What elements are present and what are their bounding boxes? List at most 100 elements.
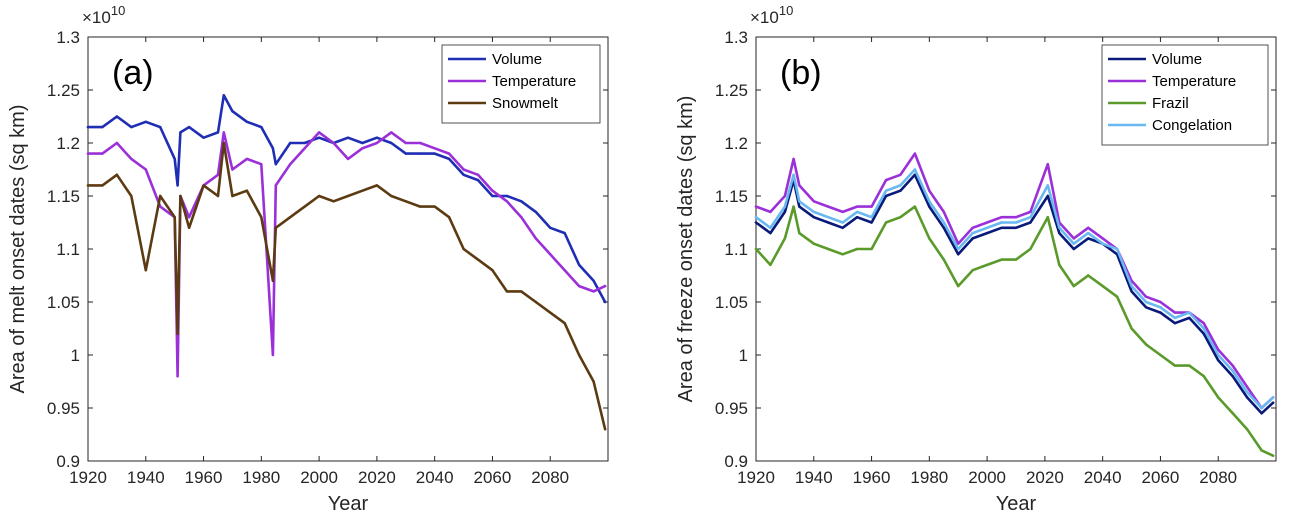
data-point: [1000, 258, 1003, 261]
data-point: [1046, 194, 1049, 198]
data-point: [245, 157, 249, 161]
y-multiplier: ×1010: [82, 3, 125, 27]
data-point: [317, 136, 321, 139]
data-point: [1144, 295, 1148, 298]
data-point: [798, 231, 801, 235]
data-point: [563, 231, 566, 235]
y-tick-label: 1: [71, 346, 80, 365]
data-point: [447, 152, 451, 155]
data-point: [1271, 454, 1275, 457]
data-point: [274, 226, 277, 229]
series-snowmelt: [86, 141, 607, 431]
data-point: [346, 194, 350, 198]
data-point: [971, 237, 974, 240]
data-point: [928, 200, 931, 203]
data-point: [1029, 216, 1032, 219]
data-point: [361, 147, 364, 150]
data-point: [1144, 343, 1148, 346]
series-line-congelation: [754, 168, 1275, 410]
legend: Volume Temperature Snowmelt: [441, 44, 601, 124]
x-tick-label: 1940: [795, 468, 833, 487]
y-tick-label: 1.3: [56, 28, 80, 47]
data-point: [592, 290, 595, 293]
y-tick-label: 1.2: [724, 134, 748, 153]
data-point: [1087, 237, 1090, 240]
data-point: [985, 221, 989, 224]
data-point: [1217, 359, 1220, 362]
data-point: [1144, 306, 1148, 309]
data-point: [792, 157, 795, 161]
data-point: [101, 184, 104, 187]
data-point: [404, 141, 407, 145]
data-point: [419, 141, 422, 145]
data-point: [899, 189, 902, 192]
data-point: [1014, 226, 1018, 229]
data-point: [855, 205, 859, 208]
data-point: [1231, 364, 1234, 367]
data-point: [1144, 300, 1148, 304]
data-point: [303, 147, 306, 150]
legend-label: Snowmelt: [492, 95, 559, 112]
data-point: [144, 120, 147, 124]
y-tick-label: 1: [739, 346, 748, 365]
legend-box: [1101, 44, 1269, 146]
data-point: [592, 279, 595, 282]
data-point: [179, 131, 182, 134]
data-point: [1087, 231, 1090, 235]
x-tick-label: 1960: [185, 468, 223, 487]
data-point: [1173, 364, 1177, 367]
y-tick-label: 1.15: [47, 187, 80, 206]
x-tick-label: 2000: [968, 468, 1006, 487]
legend-label: Temperature: [1152, 73, 1236, 90]
data-point: [1087, 274, 1090, 277]
data-point: [144, 269, 147, 272]
data-point: [176, 184, 179, 187]
data-point: [957, 253, 960, 256]
data-point: [491, 269, 494, 272]
data-point: [792, 205, 795, 208]
data-point: [332, 141, 335, 145]
data-point: [231, 110, 234, 113]
data-point: [1231, 412, 1234, 415]
data-point: [491, 194, 494, 198]
y-multiplier: ×1010: [750, 3, 793, 27]
data-point: [375, 184, 379, 187]
data-point: [1217, 353, 1220, 357]
data-point: [390, 131, 393, 134]
data-point: [159, 125, 162, 129]
data-point: [841, 226, 844, 229]
data-point: [1202, 375, 1205, 378]
data-point: [841, 210, 844, 214]
series-line-snowmelt: [86, 141, 607, 431]
data-point: [769, 210, 772, 214]
y-tick-label: 1.3: [724, 28, 748, 47]
data-point: [1217, 348, 1220, 351]
data-point: [520, 200, 523, 203]
panel-a: 1920 1940 1960 1980 2000 2020 2040 2060 2080 0.9 0…: [7, 3, 609, 515]
data-point: [1231, 369, 1234, 373]
data-point: [375, 141, 379, 145]
series-line-temperature: [86, 131, 607, 378]
data-point: [812, 200, 815, 203]
data-point: [942, 226, 945, 229]
data-point: [1029, 247, 1032, 251]
data-point: [462, 168, 465, 171]
y-tick-label: 0.95: [47, 399, 80, 418]
data-point: [86, 152, 90, 155]
data-point: [187, 216, 191, 219]
x-tick-label: 1960: [853, 468, 891, 487]
y-tick-label: 1.1: [724, 240, 748, 259]
data-point: [957, 284, 960, 288]
data-point: [289, 216, 292, 219]
data-point: [433, 205, 436, 208]
data-point: [419, 205, 422, 208]
x-tick-label: 1940: [127, 468, 165, 487]
data-point: [1188, 364, 1191, 367]
data-point: [216, 194, 220, 198]
data-point: [928, 205, 931, 208]
series-temperature: [86, 131, 607, 378]
series-volume: [754, 173, 1275, 415]
data-point: [769, 263, 772, 267]
data-point: [1072, 242, 1075, 245]
